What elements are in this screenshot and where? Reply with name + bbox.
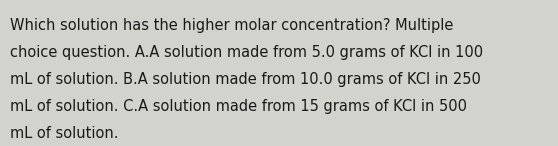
Text: choice question. A.A solution made from 5.0 grams of KCl in 100: choice question. A.A solution made from … [10,45,483,60]
Text: mL of solution. B.A solution made from 10.0 grams of KCl in 250: mL of solution. B.A solution made from 1… [10,72,481,87]
Text: mL of solution.: mL of solution. [10,126,118,141]
Text: mL of solution. C.A solution made from 15 grams of KCl in 500: mL of solution. C.A solution made from 1… [10,99,467,114]
Text: Which solution has the higher molar concentration? Multiple: Which solution has the higher molar conc… [10,18,454,33]
